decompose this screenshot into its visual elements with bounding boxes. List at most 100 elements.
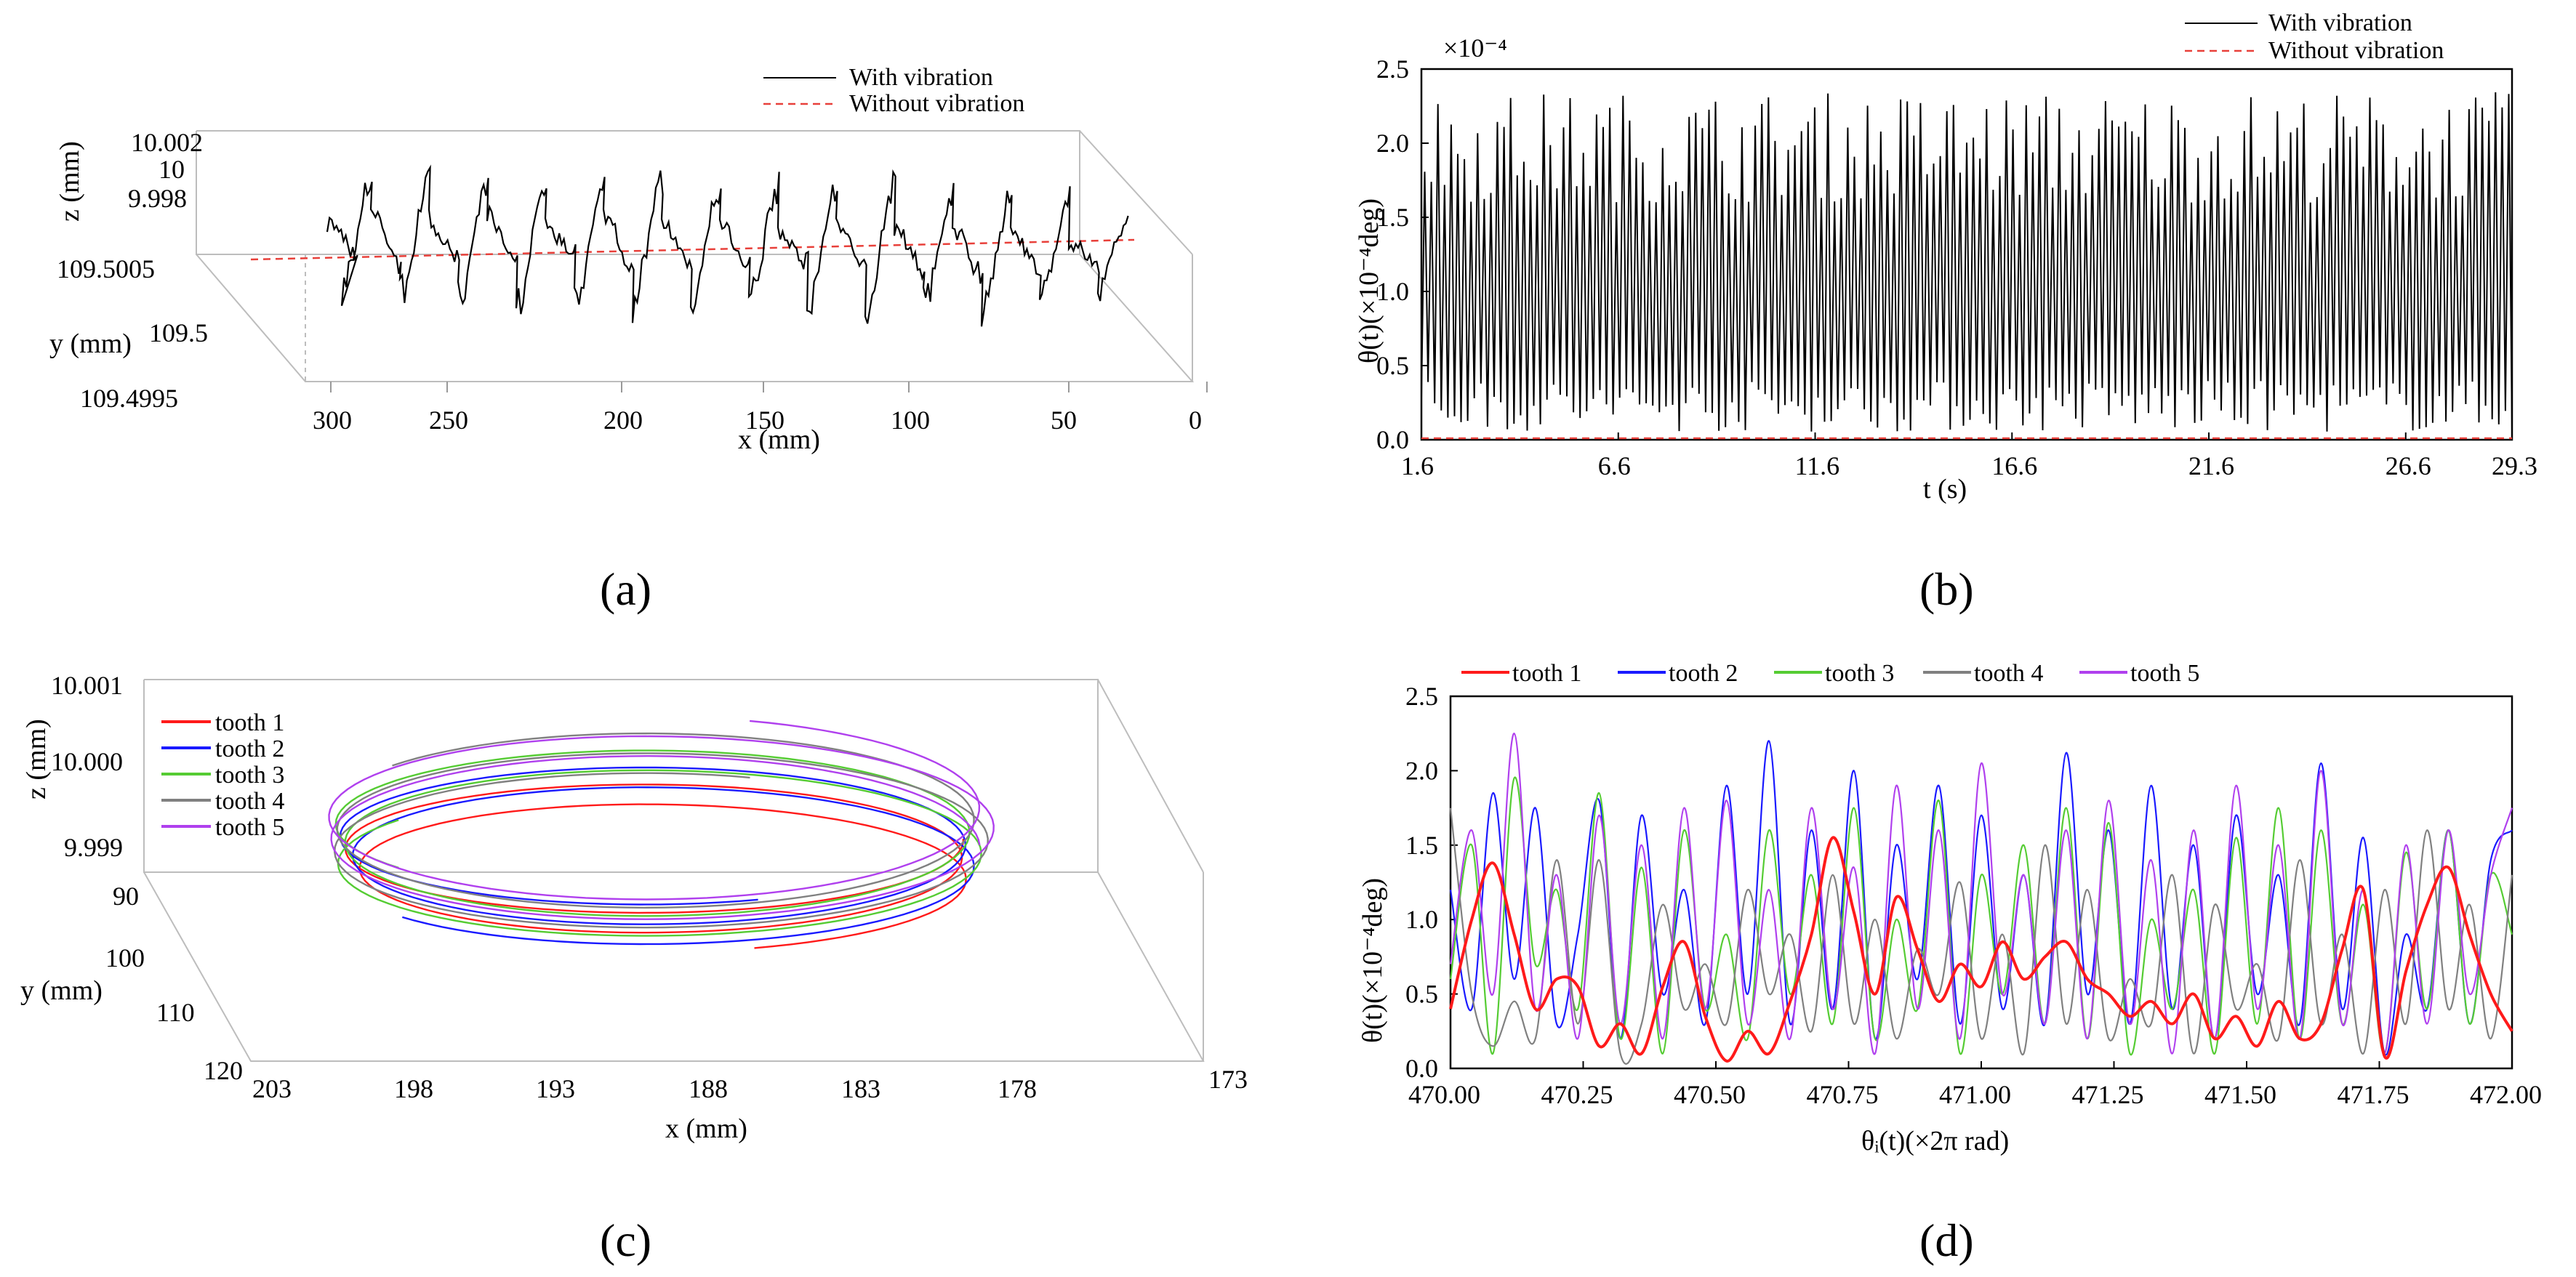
panel-c-legend-label-3: tooth 3 [215, 762, 284, 789]
panel-a-x-ticks: 300 250 200 150 100 50 0 [313, 382, 1208, 435]
panel-d-legend-label-1: tooth 1 [1512, 660, 1581, 687]
panel-b-y-tick-4: 1.5 [1376, 203, 1409, 232]
panel-d-legend-label-2: tooth 2 [1669, 660, 1738, 687]
panel-a-x-tick-7: 0 [1189, 406, 1202, 435]
panel-label-a: (a) [600, 563, 651, 615]
panel-d-series-tooth-1 [1449, 836, 2513, 1063]
panel-d-series-tooth-2 [1449, 740, 2513, 1056]
panel-a-legend: With vibration Without vibration [763, 64, 1024, 117]
panel-c-z-tick-2: 10.000 [51, 747, 123, 776]
panel-b-y-tick-1: 0.0 [1376, 425, 1409, 454]
panel-d-y-tick-2: 0.5 [1405, 980, 1438, 1009]
panel-label-c: (c) [600, 1214, 651, 1266]
panel-b-series [1421, 92, 2513, 440]
panel-a-series-without-vibration [250, 238, 1135, 261]
panel-a-x-label: x (mm) [738, 424, 820, 455]
panel-d-x-tick-7: 471.50 [2204, 1080, 2276, 1109]
panel-b-legend-label-1: With vibration [2268, 9, 2412, 36]
panel-c-y-tick-1: 90 [113, 882, 139, 911]
panel-b-x-tick-1: 1.6 [1401, 451, 1434, 480]
panel-a-y-tick-1: 109.5005 [57, 254, 155, 283]
panel-label-b: (b) [1919, 563, 1974, 615]
panel-a-box [196, 130, 1195, 382]
panel-d-series [1449, 733, 2513, 1065]
panel-d-y-tick-6: 2.5 [1405, 682, 1438, 711]
panel-b-y-label: θ(t)(×10⁻⁴deg) [1354, 198, 1384, 363]
panel-d-y-label: θ(t)(×10⁻⁴deg) [1357, 878, 1388, 1043]
panel-d-x-tick-2: 470.25 [1541, 1080, 1613, 1109]
panel-b-x-tick-2: 6.6 [1598, 451, 1631, 480]
panel-c-series-tooth-3 [334, 749, 982, 937]
panel-b-x-tick-5: 21.6 [2188, 451, 2234, 480]
panel-b: 1.6 6.6 11.6 16.6 21.6 26.6 29.3 0.0 0.5 1.0 1.5 2.… [1354, 9, 2537, 504]
panel-d-legend-label-3: tooth 3 [1825, 660, 1894, 687]
panel-b-x-tick-7: 29.3 [2492, 451, 2537, 480]
panel-b-ticks: 1.6 6.6 11.6 16.6 21.6 26.6 29.3 0.0 0.5 1.0 1.5 2.… [1376, 55, 2537, 480]
panel-d-y-tick-3: 1.0 [1405, 905, 1438, 934]
panel-a-series-with-vibration [326, 164, 1129, 327]
panel-b-legend: With vibration Without vibration [2185, 9, 2444, 64]
panel-c-z-tick-1: 10.001 [51, 671, 123, 700]
panel-d-legend-label-5: tooth 5 [2130, 660, 2199, 687]
panel-d-series-tooth-3 [1449, 776, 2513, 1056]
panel-c-legend-label-5: tooth 5 [215, 814, 284, 841]
panel-a-z-tick-1: 10.002 [131, 128, 203, 157]
panel-b-x-label: t (s) [1923, 474, 1967, 504]
panel-d-x-label: θᵢ(t)(×2π rad) [1861, 1126, 2009, 1156]
panel-c-x-tick-1: 203 [252, 1074, 292, 1103]
panel-a-x-tick-5: 100 [891, 406, 930, 435]
panel-c-x-tick-4: 188 [689, 1074, 728, 1103]
panel-a-z-tick-3: 9.998 [128, 184, 187, 213]
panel-d-frame [1449, 695, 2513, 1070]
panel-c-x-ticks: 203 198 193 188 183 178 173 [252, 1065, 1248, 1103]
panel-c-y-tick-4: 120 [204, 1056, 243, 1085]
panel-a-z-tick-2: 10 [159, 155, 185, 184]
panel-c-legend-label-2: tooth 2 [215, 736, 284, 762]
panel-a-series [250, 164, 1135, 327]
panel-b-x-tick-3: 11.6 [1795, 451, 1840, 480]
panel-d-legend-label-4: tooth 4 [1974, 660, 2043, 687]
panel-c-z-tick-3: 9.999 [64, 833, 123, 862]
panel-a-legend-label-2: Without vibration [849, 90, 1024, 117]
panel-b-y-tick-6: 2.5 [1376, 55, 1409, 84]
panel-c-y-label: y (mm) [20, 975, 103, 1006]
panel-c-x-label: x (mm) [665, 1113, 747, 1144]
panel-label-d: (d) [1919, 1214, 1974, 1266]
panel-b-y-tick-2: 0.5 [1376, 351, 1409, 380]
panel-a-legend-label-1: With vibration [849, 64, 993, 91]
panel-c-x-tick-7: 173 [1208, 1065, 1248, 1094]
panel-c-x-tick-5: 183 [841, 1074, 880, 1103]
panel-c-series-tooth-2 [339, 766, 975, 946]
panel-a-x-tick-1: 300 [313, 406, 352, 435]
panel-b-series-with-vibration [1421, 92, 2513, 432]
panel-d-series-tooth-4 [1449, 807, 2513, 1065]
panel-b-x-tick-6: 26.6 [2386, 451, 2431, 480]
panel-b-y-tick-3: 1.0 [1376, 277, 1409, 306]
panel-a-y-label: y (mm) [49, 329, 132, 359]
panel-d-y-tick-1: 0.0 [1405, 1054, 1438, 1083]
panel-c-x-tick-3: 193 [536, 1074, 575, 1103]
panel-d-legend: tooth 1 tooth 2 tooth 3 tooth 4 tooth 5 [1461, 660, 2199, 687]
panel-c: 203 198 193 188 183 178 173 10.001 10.000 9.99… [20, 671, 1248, 1144]
panel-b-x-tick-4: 16.6 [1991, 451, 2037, 480]
panel-d-series-tooth-5 [1449, 733, 2513, 1055]
panel-d-x-tick-3: 470.50 [1674, 1080, 1746, 1109]
panel-c-x-tick-2: 198 [394, 1074, 433, 1103]
panel-c-series-tooth-4 [333, 732, 989, 929]
panel-d-y-tick-5: 2.0 [1405, 756, 1438, 785]
panel-c-y-tick-2: 100 [105, 943, 145, 972]
panel-b-multiplier: ×10⁻⁴ [1443, 33, 1507, 63]
panel-a: 300 250 200 150 100 50 0 10.002 10 9.998 109.5… [49, 64, 1208, 455]
panel-c-legend-label-1: tooth 1 [215, 709, 284, 736]
panel-a-x-tick-2: 250 [429, 406, 468, 435]
panel-c-z-label: z (mm) [21, 719, 52, 799]
panel-b-legend-label-2: Without vibration [2268, 37, 2444, 64]
panel-d-x-tick-8: 471.75 [2338, 1080, 2410, 1109]
panel-a-y-tick-3: 109.4995 [80, 384, 178, 413]
panel-d-y-tick-4: 1.5 [1405, 831, 1438, 860]
panel-d-x-tick-6: 471.25 [2072, 1080, 2144, 1109]
panel-d-x-tick-9: 472.00 [2470, 1080, 2542, 1109]
panel-b-y-tick-5: 2.0 [1376, 129, 1409, 158]
